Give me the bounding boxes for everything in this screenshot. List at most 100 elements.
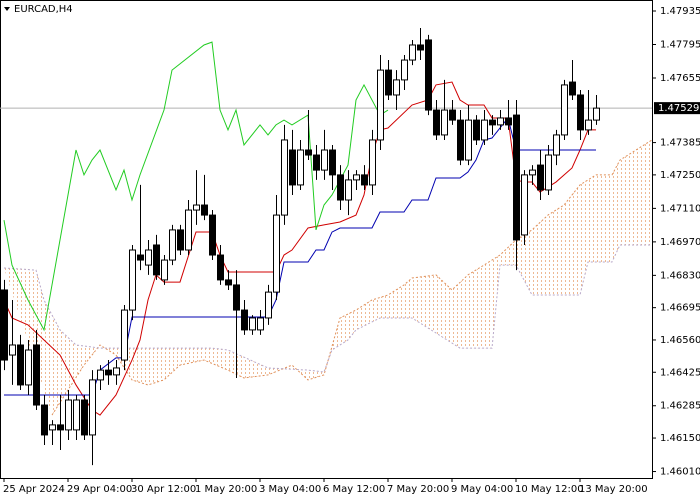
candle-body [121, 309, 128, 361]
candle-body [41, 404, 48, 436]
candle-body [449, 109, 456, 121]
y-tick-label: 1.46425 [660, 367, 700, 378]
candle-body [297, 149, 304, 186]
candle-body [465, 119, 472, 161]
candle-body [169, 229, 176, 261]
candle-body [177, 229, 184, 251]
candle-body [233, 284, 240, 311]
cloud-span-a [51, 139, 653, 416]
candle-body [353, 174, 360, 181]
price-label: 1.47529 [658, 103, 699, 114]
y-tick-label: 1.46695 [660, 303, 700, 314]
candle-body [1, 289, 8, 361]
y-tick-label: 1.47655 [660, 73, 700, 84]
cloud-span-b [3, 244, 652, 373]
x-tick-label: 7 May 20:00 [387, 484, 449, 495]
candle-body [321, 149, 328, 171]
candle-body [209, 214, 216, 256]
price-label-bg [654, 102, 700, 115]
candle-body [473, 119, 480, 141]
candle-body [273, 214, 280, 293]
y-tick-label: 1.46150 [660, 433, 700, 444]
candle-body [145, 249, 152, 266]
y-tick-label: 1.47795 [660, 39, 700, 50]
candle-body [393, 79, 400, 96]
candle-body [593, 107, 600, 121]
y-tick-label: 1.47385 [660, 138, 700, 149]
candle-body [25, 349, 32, 386]
candle-body [33, 344, 40, 406]
y-tick-label: 1.46010 [660, 467, 700, 478]
candle-body [281, 139, 288, 216]
candle-body [129, 249, 136, 311]
y-tick-label: 1.46830 [660, 270, 700, 281]
candle-body [89, 379, 96, 436]
x-tick-label: 25 Apr 2024 [3, 484, 65, 495]
candle-body [153, 244, 160, 276]
candle-body [441, 109, 448, 136]
candle-body [17, 344, 24, 386]
x-tick-label: 3 May 04:00 [259, 484, 321, 495]
y-tick-label: 1.47250 [660, 170, 700, 181]
candle-body [241, 309, 248, 331]
candle-body [113, 367, 120, 376]
candle-body [289, 149, 296, 186]
candle-body [585, 119, 592, 131]
candle-body [193, 204, 200, 211]
candle-body [9, 344, 16, 356]
candle-body [409, 44, 416, 61]
candle-body [401, 59, 408, 81]
candle-body [249, 317, 256, 331]
candle-body [257, 317, 264, 331]
menu-triangle [4, 7, 10, 11]
candle-body [425, 39, 432, 111]
indicator-line [3, 41, 389, 332]
candle-body [161, 259, 168, 281]
x-tick-label: 1 May 20:00 [195, 484, 257, 495]
candle-body [137, 254, 144, 261]
y-tick-label: 1.46560 [660, 335, 700, 346]
candle-body [185, 209, 192, 251]
candle-body [513, 114, 520, 241]
candle-body [201, 204, 208, 216]
candle-body [105, 369, 112, 376]
x-tick-label: 9 May 04:00 [451, 484, 513, 495]
chart-title: EURCAD,H4 [14, 4, 73, 15]
candle-body [225, 279, 232, 286]
candle-body [337, 174, 344, 201]
x-tick-label: 13 May 20:00 [579, 484, 648, 495]
candle-body [529, 169, 536, 176]
y-tick-label: 1.47110 [660, 203, 700, 214]
y-tick-label: 1.46970 [660, 237, 700, 248]
candle-body [369, 139, 376, 186]
candle-body [417, 44, 424, 51]
candle-body [577, 94, 584, 131]
cloud-fill [4, 139, 652, 416]
candle-body [305, 149, 312, 156]
candle-body [217, 254, 224, 281]
candle-body [385, 69, 392, 96]
x-tick-label: 10 May 12:00 [515, 484, 584, 495]
candle-body [553, 134, 560, 156]
x-tick-label: 30 Apr 12:00 [131, 484, 196, 495]
candle-body [361, 174, 368, 186]
candle-body [57, 424, 64, 431]
candle-body [49, 424, 56, 431]
x-tick-label: 29 Apr 04:00 [67, 484, 132, 495]
plot-frame [0, 0, 653, 479]
candle-body [561, 84, 568, 136]
candle-body [73, 399, 80, 431]
candle-body [481, 119, 488, 141]
candle-body [81, 399, 88, 436]
candle-body [313, 154, 320, 171]
candle-body [377, 69, 384, 141]
candle-body [489, 119, 496, 126]
candle-body [569, 81, 576, 96]
candle-body [65, 399, 72, 431]
candle-body [497, 117, 504, 126]
x-tick-label: 6 May 12:00 [323, 484, 385, 495]
y-tick-label: 1.47935 [660, 6, 700, 17]
candle-body [537, 164, 544, 191]
candle-body [97, 369, 104, 381]
candle-body [433, 109, 440, 136]
